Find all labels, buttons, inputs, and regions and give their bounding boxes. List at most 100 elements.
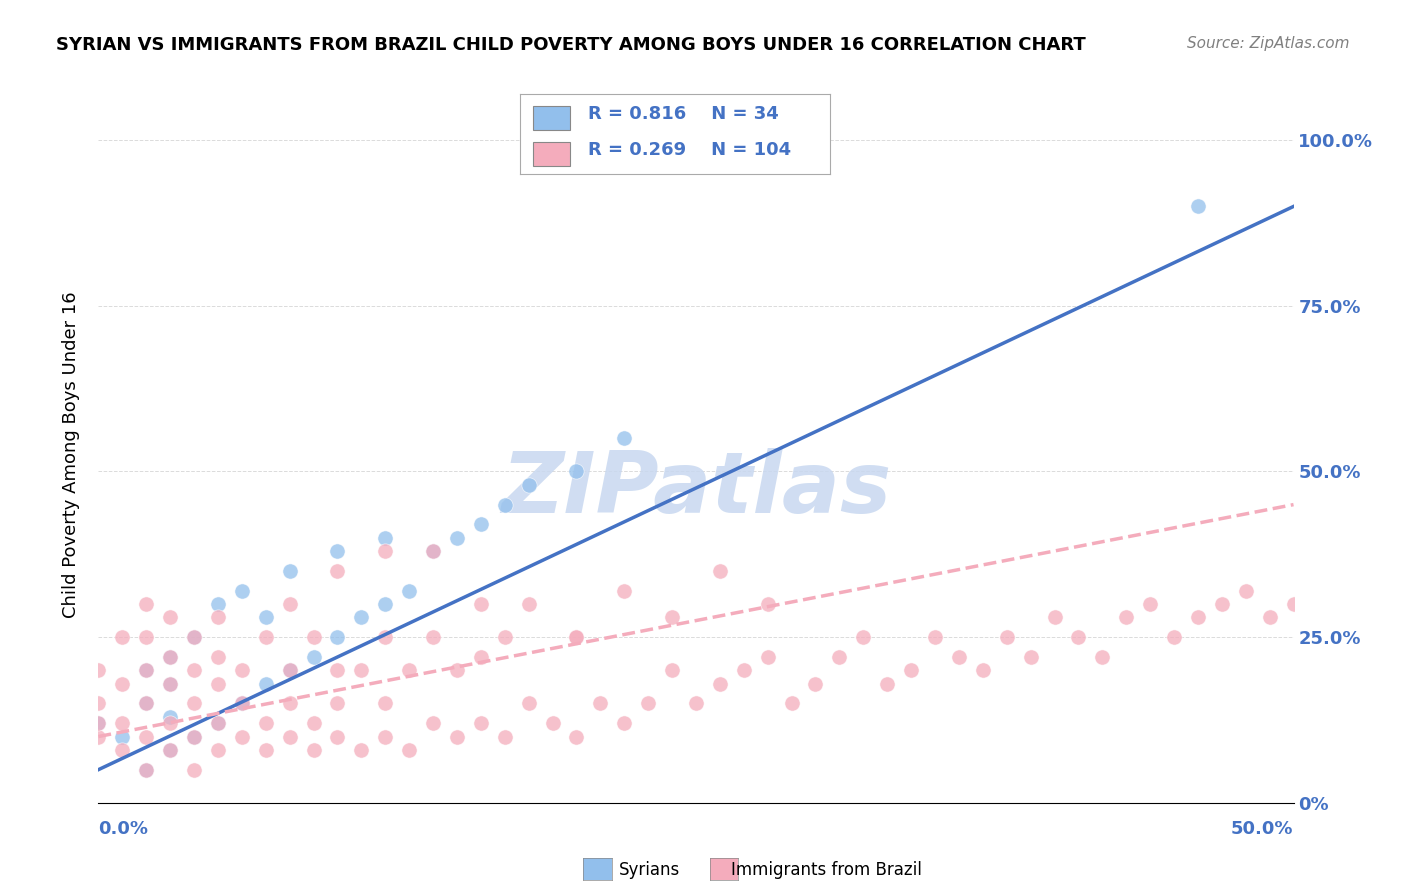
Point (111, 676, 134, 690)
Point (852, 630, 875, 644)
Point (1163, 630, 1185, 644)
Point (1282, 597, 1305, 611)
Point (422, 544, 444, 558)
Point (589, 697, 612, 711)
Point (398, 663, 420, 677)
Point (470, 716, 492, 731)
Point (302, 650, 325, 665)
Point (1091, 650, 1114, 665)
Point (422, 544, 444, 558)
Point (207, 676, 229, 690)
Text: Syrians: Syrians (619, 861, 681, 879)
Point (207, 597, 229, 611)
Point (278, 564, 301, 578)
Text: Source: ZipAtlas.com: Source: ZipAtlas.com (1187, 36, 1350, 51)
Point (278, 597, 301, 611)
Point (1258, 610, 1281, 624)
Point (231, 697, 253, 711)
Point (470, 517, 492, 532)
Point (231, 730, 253, 744)
Point (613, 431, 636, 445)
Point (446, 663, 468, 677)
Point (374, 630, 396, 644)
Point (231, 583, 253, 598)
Point (1234, 583, 1257, 598)
Point (350, 663, 373, 677)
Text: 50.0%: 50.0% (1232, 820, 1294, 838)
Point (207, 610, 229, 624)
Point (278, 730, 301, 744)
Point (1187, 610, 1209, 624)
Point (517, 477, 540, 491)
Point (135, 697, 157, 711)
Point (398, 743, 420, 757)
Point (135, 663, 157, 677)
Point (183, 730, 205, 744)
Point (159, 650, 181, 665)
Point (1067, 630, 1090, 644)
Point (709, 564, 731, 578)
Point (135, 697, 157, 711)
Point (183, 730, 205, 744)
Point (254, 610, 277, 624)
Point (1211, 597, 1233, 611)
Point (207, 743, 229, 757)
Point (350, 610, 373, 624)
Text: 0.0%: 0.0% (98, 820, 149, 838)
Point (565, 630, 588, 644)
Point (183, 697, 205, 711)
Point (87, 716, 110, 731)
Point (135, 630, 157, 644)
Point (278, 663, 301, 677)
Point (183, 630, 205, 644)
Point (565, 730, 588, 744)
Point (207, 650, 229, 665)
Point (995, 630, 1018, 644)
Point (183, 630, 205, 644)
Point (111, 716, 134, 731)
Point (780, 697, 803, 711)
Point (135, 663, 157, 677)
Point (1187, 199, 1209, 213)
Point (159, 676, 181, 690)
FancyBboxPatch shape (533, 142, 569, 166)
Point (470, 597, 492, 611)
Point (972, 663, 994, 677)
Point (302, 743, 325, 757)
Text: ZIPatlas: ZIPatlas (501, 448, 891, 532)
Point (231, 697, 253, 711)
Point (613, 716, 636, 731)
Point (135, 730, 157, 744)
Point (183, 763, 205, 777)
Text: Immigrants from Brazil: Immigrants from Brazil (731, 861, 922, 879)
Point (494, 730, 516, 744)
Point (302, 716, 325, 731)
Point (924, 630, 946, 644)
Point (159, 676, 181, 690)
Point (111, 743, 134, 757)
Point (111, 730, 134, 744)
Point (87, 697, 110, 711)
FancyBboxPatch shape (533, 106, 569, 129)
Point (207, 716, 229, 731)
Point (159, 716, 181, 731)
Point (900, 663, 922, 677)
Point (159, 610, 181, 624)
Point (804, 676, 827, 690)
Point (111, 630, 134, 644)
Point (517, 597, 540, 611)
Point (422, 716, 444, 731)
Point (565, 465, 588, 479)
Point (326, 544, 349, 558)
Point (326, 630, 349, 644)
Point (470, 650, 492, 665)
Point (159, 650, 181, 665)
Point (374, 544, 396, 558)
Point (135, 763, 157, 777)
Point (637, 697, 659, 711)
Point (326, 730, 349, 744)
Text: SYRIAN VS IMMIGRANTS FROM BRAZIL CHILD POVERTY AMONG BOYS UNDER 16 CORRELATION C: SYRIAN VS IMMIGRANTS FROM BRAZIL CHILD P… (56, 36, 1085, 54)
Point (159, 743, 181, 757)
Point (278, 663, 301, 677)
Point (374, 531, 396, 545)
